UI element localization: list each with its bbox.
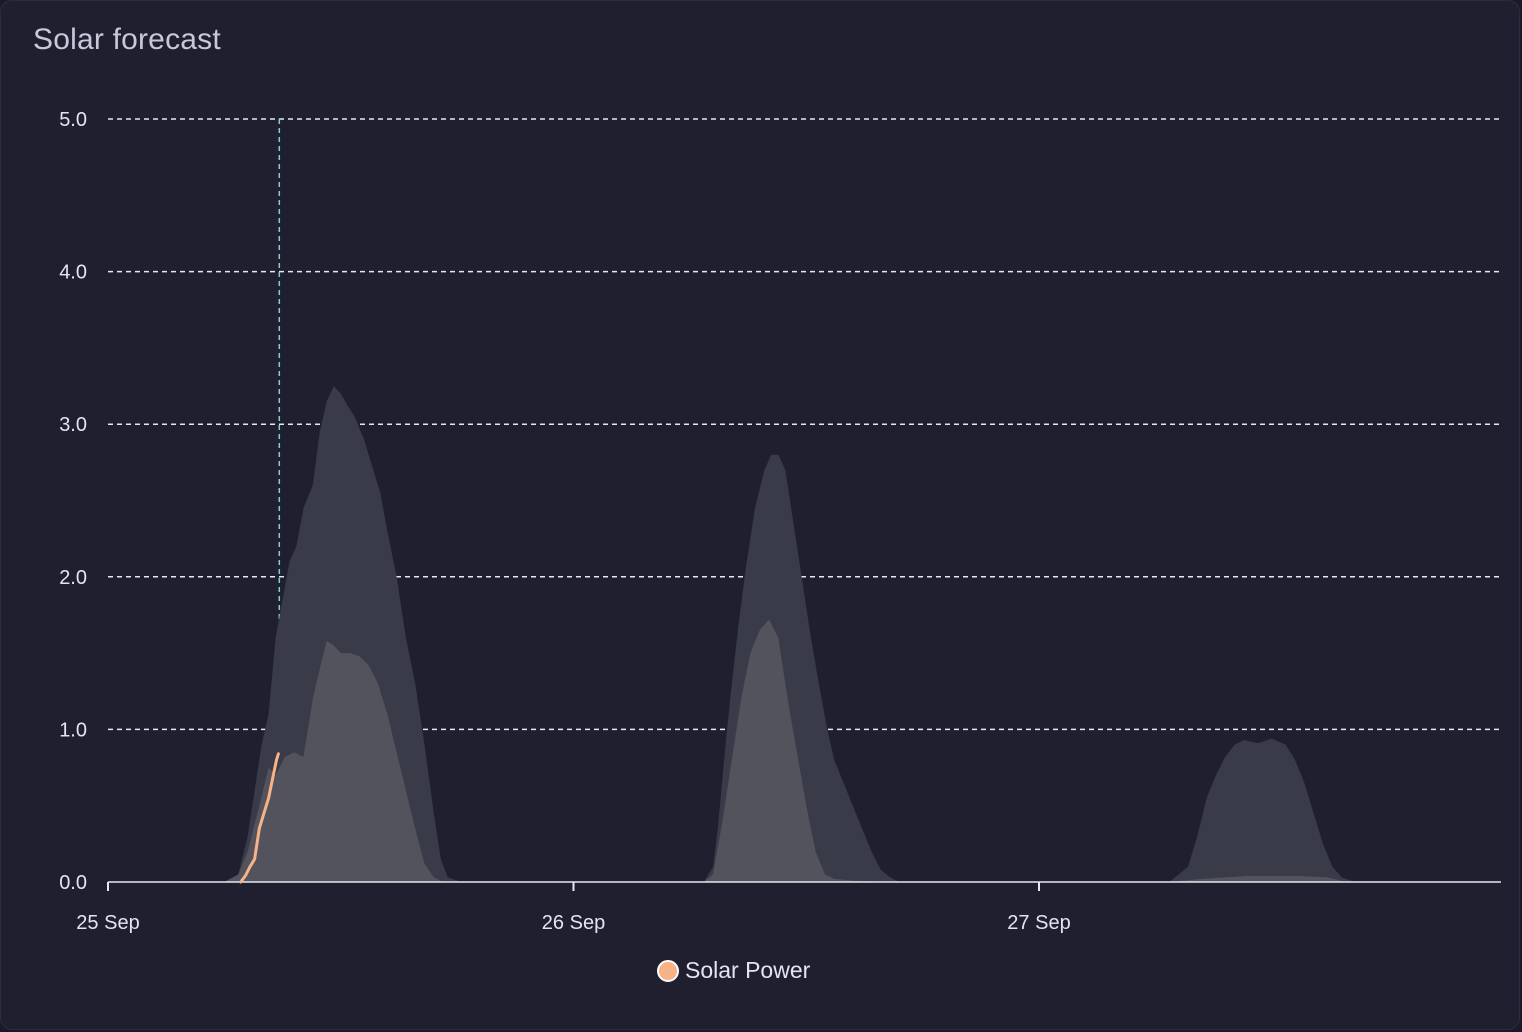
y-tick-label: 3.0 <box>59 414 87 436</box>
legend-label-solar-power: Solar Power <box>685 957 811 983</box>
forecast-upper-band <box>224 386 1356 882</box>
y-tick-label: 5.0 <box>59 109 87 131</box>
y-tick-label: 0.0 <box>59 872 87 894</box>
forecast-lower-band <box>224 619 1347 882</box>
card-title: Solar forecast <box>33 23 221 56</box>
forecast-bands <box>224 386 1356 882</box>
x-tick-label: 26 Sep <box>542 912 605 934</box>
x-tick-label: 25 Sep <box>76 912 139 934</box>
solar-power-line <box>239 752 280 884</box>
y-tick-label: 4.0 <box>59 262 87 284</box>
legend-marker-solar-power <box>657 959 679 982</box>
y-tick-label: 1.0 <box>59 719 87 741</box>
series-lines <box>239 752 280 884</box>
legend[interactable]: Solar Power <box>657 957 810 984</box>
y-tick-label: 2.0 <box>59 567 87 589</box>
x-tick-label: 27 Sep <box>1007 912 1070 934</box>
axes: 0.0 1.0 2.0 3.0 4.0 5.0 25 Sep 26 Sep 27 Sep <box>59 109 1501 934</box>
